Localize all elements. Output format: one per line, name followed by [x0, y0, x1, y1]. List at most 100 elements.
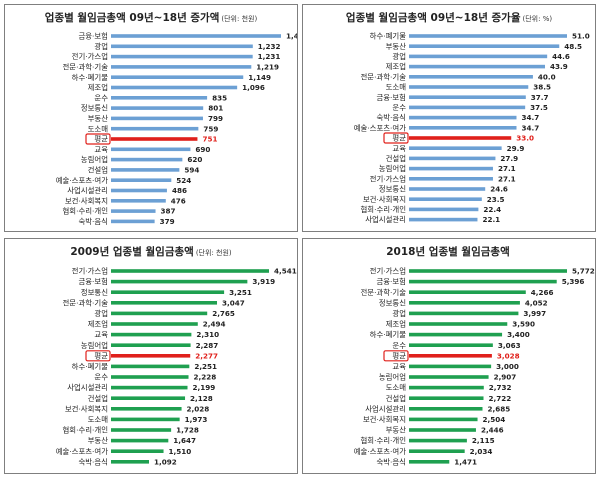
data-label: 1,471	[454, 457, 477, 466]
data-label: 2,028	[187, 404, 210, 413]
category-label: 전문·과학·기술	[63, 298, 109, 307]
category-label: 광업	[392, 309, 406, 318]
bar	[409, 385, 484, 390]
bar	[111, 417, 180, 422]
bar	[409, 279, 557, 284]
category-label: 하수·폐기물	[370, 32, 407, 41]
bar	[409, 187, 486, 191]
data-label: 1,477	[286, 32, 298, 41]
data-label: 759	[203, 124, 218, 133]
bar	[409, 449, 465, 453]
bar	[111, 209, 156, 213]
category-label: 건설업	[386, 394, 406, 403]
category-label: 교육	[392, 362, 406, 371]
bar	[409, 343, 493, 347]
category-label: 건설업	[88, 166, 108, 175]
data-label: 2,494	[203, 320, 226, 329]
bar	[409, 85, 529, 89]
data-label: 5,396	[562, 277, 585, 286]
category-label: 운수	[392, 103, 406, 112]
category-label: 제조업	[386, 320, 406, 329]
bar	[409, 44, 560, 48]
category-label: 부동산	[88, 436, 109, 445]
chart-unit: (단위: 천원)	[195, 249, 232, 257]
bar	[409, 115, 517, 120]
data-label: 2,277	[195, 351, 218, 360]
bar	[409, 417, 478, 422]
chart-panel-increase-rate: 업종별 월임금총액 09년~18년 증가율 (단위: %) 하수·폐기물 51.0 부…	[302, 4, 596, 232]
chart-unit: (단위: %)	[522, 15, 553, 23]
data-label: 48.5	[564, 42, 582, 51]
category-label: 하수·폐기물	[72, 73, 109, 82]
data-label: 29.9	[507, 144, 525, 153]
bar	[111, 279, 248, 284]
data-label: 486	[172, 186, 187, 195]
data-label: 34.7	[522, 123, 540, 132]
data-label: 3,000	[496, 362, 519, 371]
bar	[409, 322, 508, 326]
data-label: 22.1	[482, 215, 500, 224]
bar-chart-increase-amount: 금융·보험 1,477 광업 1,232 전기·가스업 1,231 전문·과학·기술 1,21…	[56, 32, 298, 226]
category-label: 제조업	[88, 83, 108, 92]
bar	[111, 168, 180, 172]
category-label: 운수	[94, 93, 108, 102]
bar	[111, 322, 198, 326]
bar	[409, 34, 567, 38]
bar	[409, 207, 479, 212]
bar	[409, 95, 526, 99]
data-label: 2,907	[494, 373, 517, 382]
bar	[111, 364, 190, 369]
category-label: 정보통신	[379, 185, 406, 194]
data-label: 799	[208, 114, 223, 123]
category-label: 협회·수리·개인	[361, 436, 407, 445]
bar	[409, 364, 492, 369]
bar-chart-increase-rate: 하수·폐기물 51.0 부동산 48.5 광업 44.6 제조업 43.9 전문·과학·기술 40…	[354, 32, 590, 225]
data-label: 27.1	[498, 164, 516, 173]
bar	[111, 34, 281, 38]
data-label: 2,228	[194, 373, 217, 382]
category-label: 숙박·음식	[78, 217, 108, 226]
data-label: 1,510	[169, 447, 192, 456]
category-label: 부동산	[88, 114, 109, 123]
bar	[111, 332, 192, 337]
bar	[111, 269, 269, 273]
category-label: 평균	[392, 351, 406, 360]
bar	[409, 460, 450, 464]
bar	[409, 105, 526, 110]
category-label: 광업	[94, 42, 108, 51]
chart-unit: (단위: 천원)	[221, 15, 258, 23]
bar	[409, 428, 476, 432]
data-label: 4,266	[531, 288, 554, 297]
bar	[111, 54, 253, 59]
category-label: 사업시설관리	[67, 186, 108, 195]
data-label: 379	[160, 217, 175, 226]
bar	[111, 106, 204, 110]
bar	[409, 438, 467, 443]
data-label: 2,034	[470, 447, 493, 456]
data-label: 2,732	[489, 383, 512, 392]
bar	[409, 166, 493, 171]
bar	[111, 385, 188, 390]
category-label: 광업	[94, 309, 108, 318]
average-highlight-box	[383, 350, 409, 362]
bar-chart-2009-wage: 전기·가스업 4,541 금융·보험 3,919 정보통신 3,251 전문·과학·기술 3,…	[56, 267, 297, 467]
bar	[409, 54, 548, 59]
category-label: 정보통신	[81, 104, 108, 113]
average-highlight-box	[383, 132, 409, 144]
category-label: 평균	[392, 134, 406, 143]
chart-title: 업종별 월임금총액 09년~18년 증가율 (단위: %)	[345, 12, 553, 24]
bar	[111, 449, 164, 453]
data-label: 2,722	[489, 394, 512, 403]
bar	[409, 375, 489, 379]
bar	[111, 343, 191, 347]
category-label: 금융·보험	[78, 277, 108, 286]
category-label: 제조업	[88, 320, 108, 329]
bar	[409, 290, 526, 294]
chart-panel-increase-amount: 업종별 월임금총액 09년~18년 증가액(단위: 천원) 금융·보험 1,477…	[4, 4, 298, 232]
bar	[409, 177, 493, 181]
category-label: 제조업	[386, 62, 406, 71]
data-label: 594	[184, 166, 199, 175]
category-label: 운수	[94, 373, 108, 382]
bar	[111, 375, 189, 379]
bar	[111, 290, 225, 294]
